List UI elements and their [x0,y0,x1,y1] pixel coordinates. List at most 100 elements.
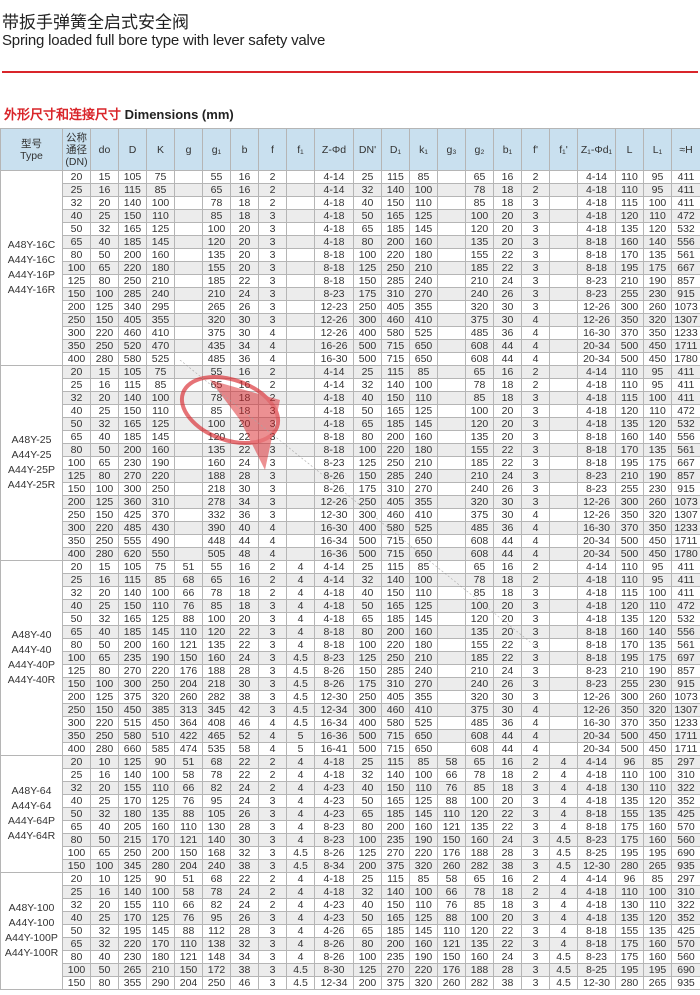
table-cell: 8-23 [577,950,616,964]
table-cell: 185 [118,625,147,639]
table-cell: 4-18 [577,768,616,782]
table-cell: 8-18 [314,638,354,652]
table-cell: 22 [493,924,522,938]
column-header: do [90,128,119,171]
table-cell: 125 [409,404,438,418]
table-cell: 3 [258,482,287,496]
table-cell: 3 [521,196,550,210]
table-cell: 715 [381,742,410,756]
table-cell [174,443,203,457]
table-cell: 220 [118,937,147,951]
table-cell: 80 [62,443,91,457]
table-cell: 66 [174,586,203,600]
table-cell [437,417,466,431]
table-cell: 125 [90,300,119,314]
table-cell [549,196,578,210]
table-cell: 200 [118,443,147,457]
table-cell: 140 [118,586,147,600]
table-cell: 375 [465,508,494,522]
table-cell: 68 [174,573,203,587]
table-cell [437,456,466,470]
table-cell: 18 [230,391,259,405]
table-cell: 200 [381,820,410,834]
table-cell: 150 [353,274,382,288]
table-cell: 4 [521,339,550,353]
table-cell: 20 [90,391,119,405]
table-row: 350 250 520 470 435 34 4 16-26 500 715 650 608 44 4 20… [1,339,700,353]
table-row: 50 32 180 135 88 105 26 3 4 4-23 65 185 145 110 120 22 3… [1,807,700,821]
table-cell: 280 [615,859,644,873]
table-cell: 185 [118,235,147,249]
table-cell [437,573,466,587]
table-cell: 20 [230,248,259,262]
table-cell: 310 [671,885,700,899]
table-cell: 3 [258,859,287,873]
table-cell: 4 [286,781,315,795]
table-cell: 150 [174,846,203,860]
table-cell: 42 [230,703,259,717]
table-cell: 355 [409,300,438,314]
table-cell: 250 [353,690,382,704]
table-cell [286,404,315,418]
table-cell: 8-18 [314,261,354,275]
table-cell: 4-14 [577,170,616,184]
table-row: 32 20 155 110 66 82 24 2 4 4-23 40 150 110 76 85 18 3 4 4-… [1,781,700,795]
table-cell: 18 [493,898,522,912]
table-cell: 12-26 [577,495,616,509]
table-cell: 140 [381,378,410,392]
table-row: 125 80 270 220 176 188 28 3 4.5 8-26 150 285 240 210 2… [1,664,700,678]
table-cell: 260 [643,690,672,704]
table-cell: 24 [493,274,522,288]
table-cell: 25 [62,573,91,587]
table-cell: 4.5 [549,963,578,977]
model-type-cell: A48Y-40 A44Y-40 A44Y-40P A44Y-40R [0,560,63,756]
table-cell [549,716,578,730]
table-cell: 50 [353,911,382,925]
table-cell: 25 [353,365,382,379]
table-cell: 350 [615,508,644,522]
table-cell: 18 [493,885,522,899]
table-cell [437,170,466,184]
table-cell [437,248,466,262]
table-cell: 40 [353,391,382,405]
column-header: DN' [353,128,382,171]
table-cell: 320 [643,508,672,522]
table-cell: 500 [353,534,382,548]
table-row: 40 25 150 110 85 18 3 4-18 50 165 125 100 20 3 4-18 120… [1,209,700,223]
table-cell [174,313,203,327]
table-cell: 20-34 [577,534,616,548]
table-cell: 8-30 [314,963,354,977]
table-cell: 30 [230,313,259,327]
table-cell: 4 [258,534,287,548]
table-cell: 500 [615,547,644,561]
table-cell: 22 [230,625,259,639]
table-cell: 150 [381,781,410,795]
table-cell: 204 [174,677,203,691]
table-cell: 180 [409,638,438,652]
table-cell [549,391,578,405]
table-cell: 188 [465,846,494,860]
table-cell: 135 [615,911,644,925]
table-cell: 82 [202,781,231,795]
table-cell: 430 [146,521,175,535]
table-cell: 450 [643,742,672,756]
table-cell: 3 [521,599,550,613]
table-cell: 115 [381,872,410,886]
table-cell: 500 [615,352,644,366]
table-cell: 532 [671,612,700,626]
table-row: 40 25 150 110 76 85 18 3 4 4-18 50 165 125 100 20 3 4-18… [1,599,700,613]
table-row: 300 220 485 430 390 40 4 16-30 400 580 525 485 36 4 16… [1,521,700,535]
table-cell: 2 [258,391,287,405]
table-cell: 8-26 [314,846,354,860]
table-cell: 240 [409,274,438,288]
table-cell: 85 [202,599,231,613]
table-cell: 160 [643,950,672,964]
table-cell: 485 [465,326,494,340]
table-cell [286,196,315,210]
table-cell: 180 [146,950,175,964]
table-cell: 32 [353,768,382,782]
table-cell: 290 [146,976,175,990]
table-cell [549,417,578,431]
table-cell: 5 [286,742,315,756]
